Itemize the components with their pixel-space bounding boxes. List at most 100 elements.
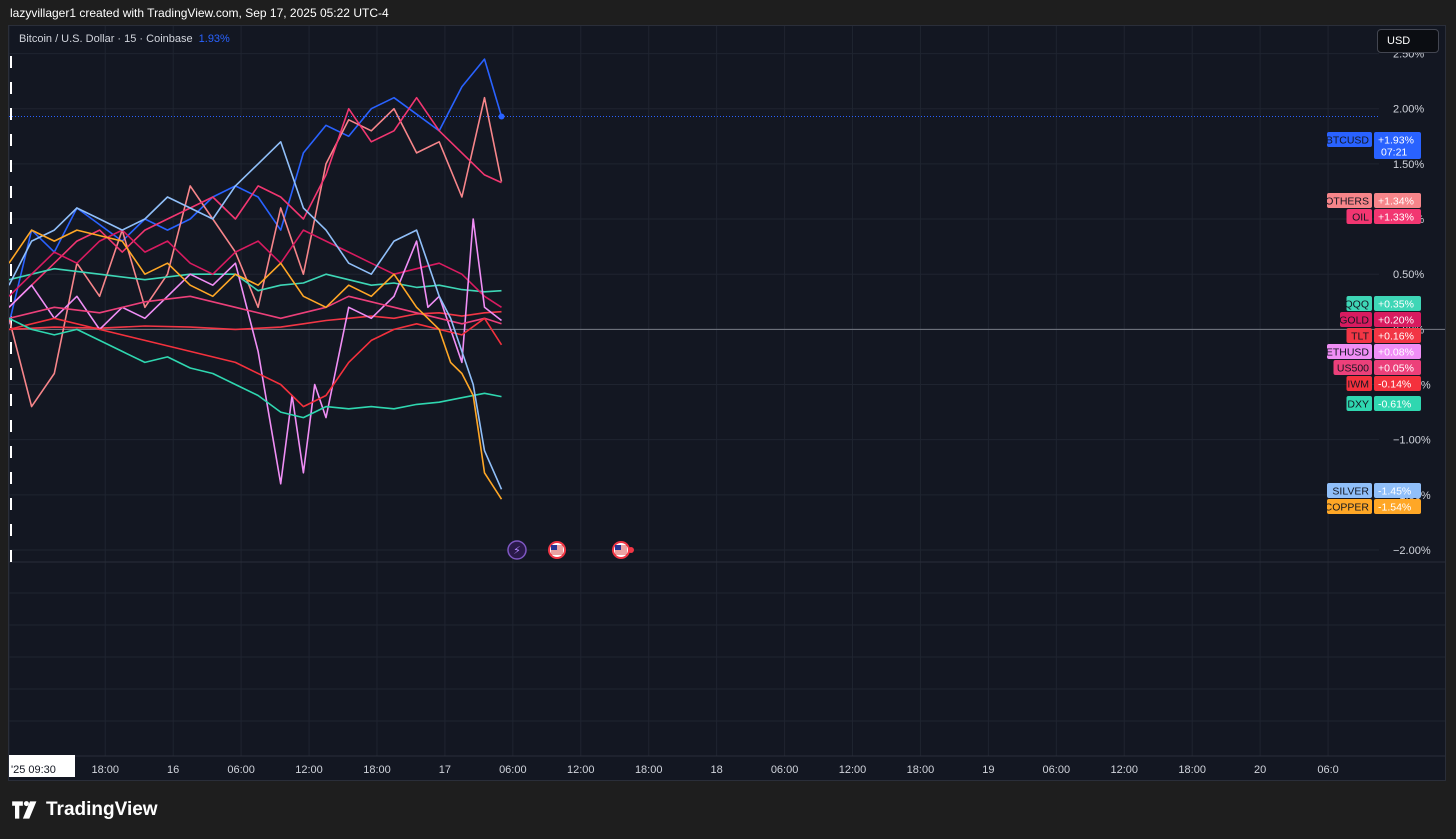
series-name-tag-gold xyxy=(1340,312,1372,327)
series-name-tag-tlt xyxy=(1346,328,1372,343)
us-event-flag-icon-canton xyxy=(615,545,621,550)
series-value-us500: +0.05% xyxy=(1378,363,1414,375)
series-name-iwm: IWM xyxy=(1347,379,1369,391)
y-tick-label: 2.00% xyxy=(1393,104,1424,116)
currency-button[interactable]: USD xyxy=(1377,29,1439,53)
series-name-others: OTHERS xyxy=(1325,196,1369,208)
event-count-dot xyxy=(628,547,634,553)
series-line-iwm xyxy=(9,317,503,408)
series-name-copper: COPPER xyxy=(1325,502,1370,514)
x-tick-label: '25 09:30 xyxy=(11,764,56,776)
brand-name: TradingView xyxy=(46,799,158,820)
x-tick-label: 19 xyxy=(982,764,994,776)
x-tick-label: 16 xyxy=(167,764,179,776)
series-value-tag-ethusd xyxy=(1374,344,1421,359)
series-name-tag-ethusd xyxy=(1327,344,1372,359)
series-value-btcusd: +1.93% xyxy=(1378,135,1414,147)
y-tick-label: −1.00% xyxy=(1393,435,1431,447)
series-value-tag-qqq xyxy=(1374,296,1421,311)
x-tick-label: 06:00 xyxy=(227,764,255,776)
series-value-tag-dxy xyxy=(1374,396,1421,411)
series-name-tag-qqq xyxy=(1346,296,1372,311)
y-tick-label: −2.00% xyxy=(1393,545,1431,557)
x-tick-label: 12:00 xyxy=(295,764,323,776)
series-name-oil: OIL xyxy=(1352,212,1369,224)
chart-canvas[interactable]: 2.50%2.00%1.50%1.00%0.50%0.00%−0.50%−1.0… xyxy=(9,26,1446,781)
tradingview-icon xyxy=(12,801,37,819)
series-line-btcusd xyxy=(9,58,503,324)
series-value-silver: -1.45% xyxy=(1378,486,1411,498)
series-name-tag-copper xyxy=(1327,499,1372,514)
series-value-tag-iwm xyxy=(1374,376,1421,391)
x-tick-label: 18:00 xyxy=(635,764,663,776)
series-name-us500: US500 xyxy=(1337,363,1369,375)
x-tick-label: 12:00 xyxy=(1110,764,1138,776)
chart-frame[interactable]: 2.50%2.00%1.50%1.00%0.50%0.00%−0.50%−1.0… xyxy=(8,25,1446,781)
lightning-icon: ⚡ xyxy=(513,544,521,557)
btcusd-last-point xyxy=(498,113,505,120)
us-event-flag-icon-canton xyxy=(551,545,557,550)
series-name-tag-btcusd xyxy=(1327,132,1372,147)
symbol-title: Bitcoin / U.S. Dollar · 15 · Coinbase 1.9… xyxy=(19,33,230,45)
series-value-tag-tlt xyxy=(1374,328,1421,343)
x-tick-label: 18 xyxy=(711,764,723,776)
series-value-iwm: -0.14% xyxy=(1378,379,1411,391)
symbol-title-text: Bitcoin / U.S. Dollar · 15 · Coinbase xyxy=(19,33,193,45)
series-name-tag-dxy xyxy=(1346,396,1372,411)
series-value-tag-gold xyxy=(1374,312,1421,327)
x-tick-label: 12:00 xyxy=(567,764,595,776)
series-line-oil xyxy=(9,96,502,308)
x-tick-label: 17 xyxy=(439,764,451,776)
x-tick-label: 06:0 xyxy=(1317,764,1338,776)
series-name-qqq: QQQ xyxy=(1344,299,1369,311)
x-tick-start-highlight xyxy=(9,755,75,777)
chart-caption: lazyvillager1 created with TradingView.c… xyxy=(10,6,389,20)
series-value-tag-oil xyxy=(1374,209,1421,224)
series-name-gold: GOLD xyxy=(1339,315,1369,327)
series-value-tlt: +0.16% xyxy=(1378,331,1414,343)
series-value-gold: +0.20% xyxy=(1378,315,1414,327)
series-line-us500 xyxy=(9,295,502,325)
series-value-tag-silver xyxy=(1374,483,1421,498)
series-name-tag-oil xyxy=(1346,209,1372,224)
x-tick-label: 18:00 xyxy=(91,764,119,776)
x-tick-label: 18:00 xyxy=(363,764,391,776)
series-name-dxy: DXY xyxy=(1347,399,1369,411)
series-name-tag-silver xyxy=(1327,483,1372,498)
y-tick-label: 0.50% xyxy=(1393,269,1424,281)
series-line-ethusd xyxy=(9,218,502,485)
earnings-event-icon xyxy=(507,540,527,560)
series-line-qqq xyxy=(9,267,502,293)
x-tick-label: 06:00 xyxy=(499,764,527,776)
series-line-gold xyxy=(9,229,502,308)
x-tick-label: 12:00 xyxy=(839,764,867,776)
x-tick-label: 18:00 xyxy=(907,764,935,776)
series-line-others xyxy=(9,96,503,408)
series-value-tag-others xyxy=(1374,193,1421,208)
series-value-others: +1.34% xyxy=(1378,196,1414,208)
series-line-tlt xyxy=(9,310,502,331)
series-name-btcusd: BTCUSD xyxy=(1326,135,1370,147)
series-value-tag-btcusd xyxy=(1374,132,1421,159)
series-value-qqq: +0.35% xyxy=(1378,299,1414,311)
series-value-tag-us500 xyxy=(1374,360,1421,375)
x-tick-label: 18:00 xyxy=(1178,764,1206,776)
series-name-silver: SILVER xyxy=(1332,486,1369,498)
series-line-dxy xyxy=(9,317,502,419)
series-name-tag-iwm xyxy=(1346,376,1372,391)
series-value-dxy: -0.61% xyxy=(1378,399,1411,411)
series-line-silver xyxy=(9,141,503,490)
series-name-tlt: TLT xyxy=(1351,331,1369,343)
series-name-tag-us500 xyxy=(1333,360,1372,375)
series-name-tag-others xyxy=(1327,193,1372,208)
series-time-btcusd: 07:21 xyxy=(1381,147,1407,159)
symbol-change: 1.93% xyxy=(198,33,230,45)
y-tick-label: 1.50% xyxy=(1393,159,1424,171)
tradingview-logo: TradingView xyxy=(10,798,158,822)
series-name-ethusd: ETHUSD xyxy=(1326,347,1370,359)
series-value-oil: +1.33% xyxy=(1378,212,1414,224)
x-tick-label: 06:00 xyxy=(1043,764,1071,776)
x-tick-label: 06:00 xyxy=(771,764,799,776)
series-value-ethusd: +0.08% xyxy=(1378,347,1414,359)
series-line-copper xyxy=(9,229,503,500)
